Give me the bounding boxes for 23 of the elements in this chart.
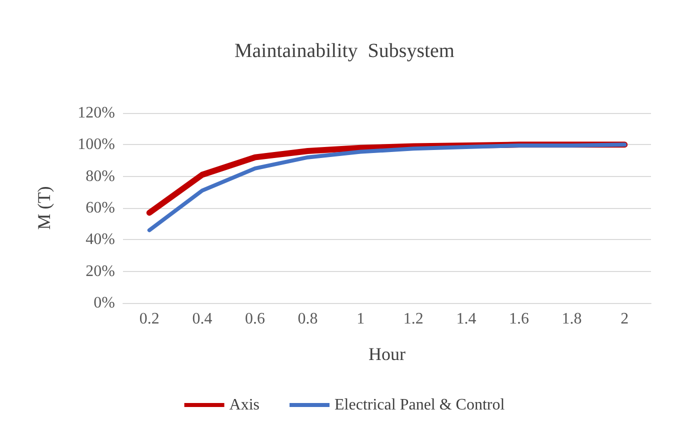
x-axis-title: Hour xyxy=(368,344,406,364)
x-tick-label: 1.4 xyxy=(456,310,476,328)
x-tick-label: 1.8 xyxy=(562,310,582,328)
chart-title: Maintainability Subsystem xyxy=(234,40,455,62)
y-tick-label: 40% xyxy=(86,231,115,248)
line-series xyxy=(147,142,627,232)
y-tick-label: 60% xyxy=(86,200,115,216)
x-tick-label: 0.4 xyxy=(192,310,212,328)
y-tick-label: 20% xyxy=(86,262,115,280)
y-tick-label: 100% xyxy=(78,136,115,154)
y-axis-title: M (T) xyxy=(34,186,54,230)
x-tick-label: 0.6 xyxy=(245,310,265,328)
x-tick-label: 2 xyxy=(620,310,629,328)
x-tick-label: 1.6 xyxy=(509,310,529,328)
y-tick-label: 120% xyxy=(78,104,115,122)
y-tick-label: 80% xyxy=(86,168,115,185)
legend-label: Axis xyxy=(229,396,260,414)
x-tick-label: 1 xyxy=(356,310,365,328)
x-tick-label: 1.2 xyxy=(403,310,424,328)
y-tick-label: 0% xyxy=(94,294,115,312)
x-tick-label: 0.8 xyxy=(298,310,318,328)
legend-label: Electrical Panel & Control xyxy=(334,396,506,414)
x-tick-label: 0.2 xyxy=(139,310,160,328)
